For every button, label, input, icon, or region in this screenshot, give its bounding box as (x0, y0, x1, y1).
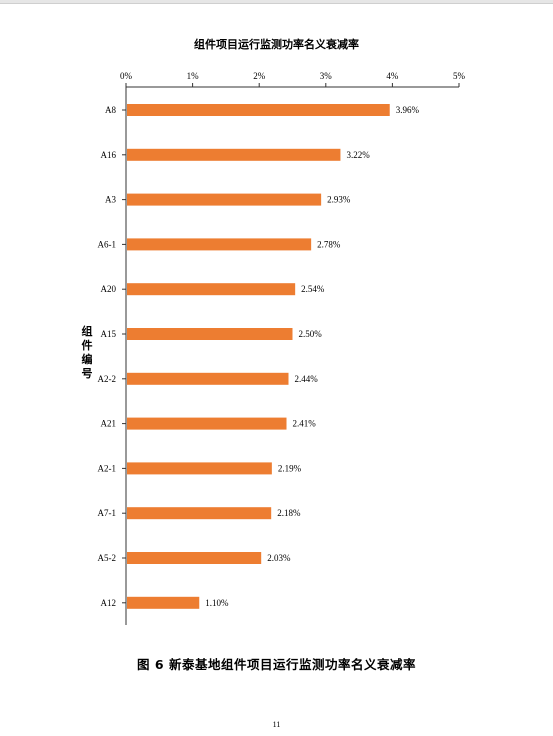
bar (127, 552, 262, 564)
x-tick-label: 1% (187, 71, 200, 81)
x-tick-label: 4% (386, 71, 399, 81)
x-tick-label: 3% (320, 71, 333, 81)
data-label: 2.19% (278, 463, 302, 473)
y-category-label: A15 (101, 329, 117, 339)
x-tick-label: 2% (253, 71, 266, 81)
bar (127, 328, 293, 340)
y-category-label: A21 (101, 419, 117, 429)
data-label: 2.41% (293, 419, 317, 429)
bar (127, 148, 341, 161)
data-label: 1.10% (205, 598, 229, 608)
bar (127, 462, 272, 475)
data-label: 2.50% (299, 329, 323, 339)
bar (127, 283, 296, 296)
figure-caption: 图 6 新泰基地组件项目运行监测功率名义衰减率 (137, 657, 416, 672)
x-tick-label: 5% (453, 71, 466, 81)
x-tick-label: 0% (120, 71, 133, 81)
y-category-label: A3 (105, 195, 116, 205)
y-category-label: A2-1 (98, 463, 117, 473)
y-category-label: A12 (101, 598, 117, 608)
bar (127, 238, 312, 251)
data-label: 2.93% (327, 195, 351, 205)
y-category-label: A5-2 (98, 553, 117, 563)
bar (127, 104, 390, 116)
y-category-label: A7-1 (98, 508, 117, 518)
data-label: 2.54% (301, 284, 325, 294)
y-category-label: A20 (101, 284, 117, 294)
page-top-border (0, 0, 553, 4)
y-category-label: A6-1 (98, 239, 117, 249)
data-label: 2.44% (295, 374, 319, 384)
chart-title: 组件项目运行监测功率名义衰减率 (194, 38, 359, 51)
y-axis-title: 组件编号 (81, 325, 93, 380)
y-category-label: A16 (101, 150, 117, 160)
bar (127, 193, 322, 206)
data-label: 3.22% (346, 150, 370, 160)
data-label: 2.03% (267, 553, 291, 563)
data-label: 2.78% (317, 239, 341, 249)
bar (127, 507, 272, 520)
data-label: 3.96% (396, 105, 420, 115)
y-category-label: A2-2 (98, 374, 117, 384)
y-category-label: A8 (105, 105, 116, 115)
page-number: 11 (272, 720, 281, 729)
bar (127, 417, 287, 430)
bar (127, 596, 200, 609)
data-label: 2.18% (277, 508, 301, 518)
bar (127, 372, 289, 385)
